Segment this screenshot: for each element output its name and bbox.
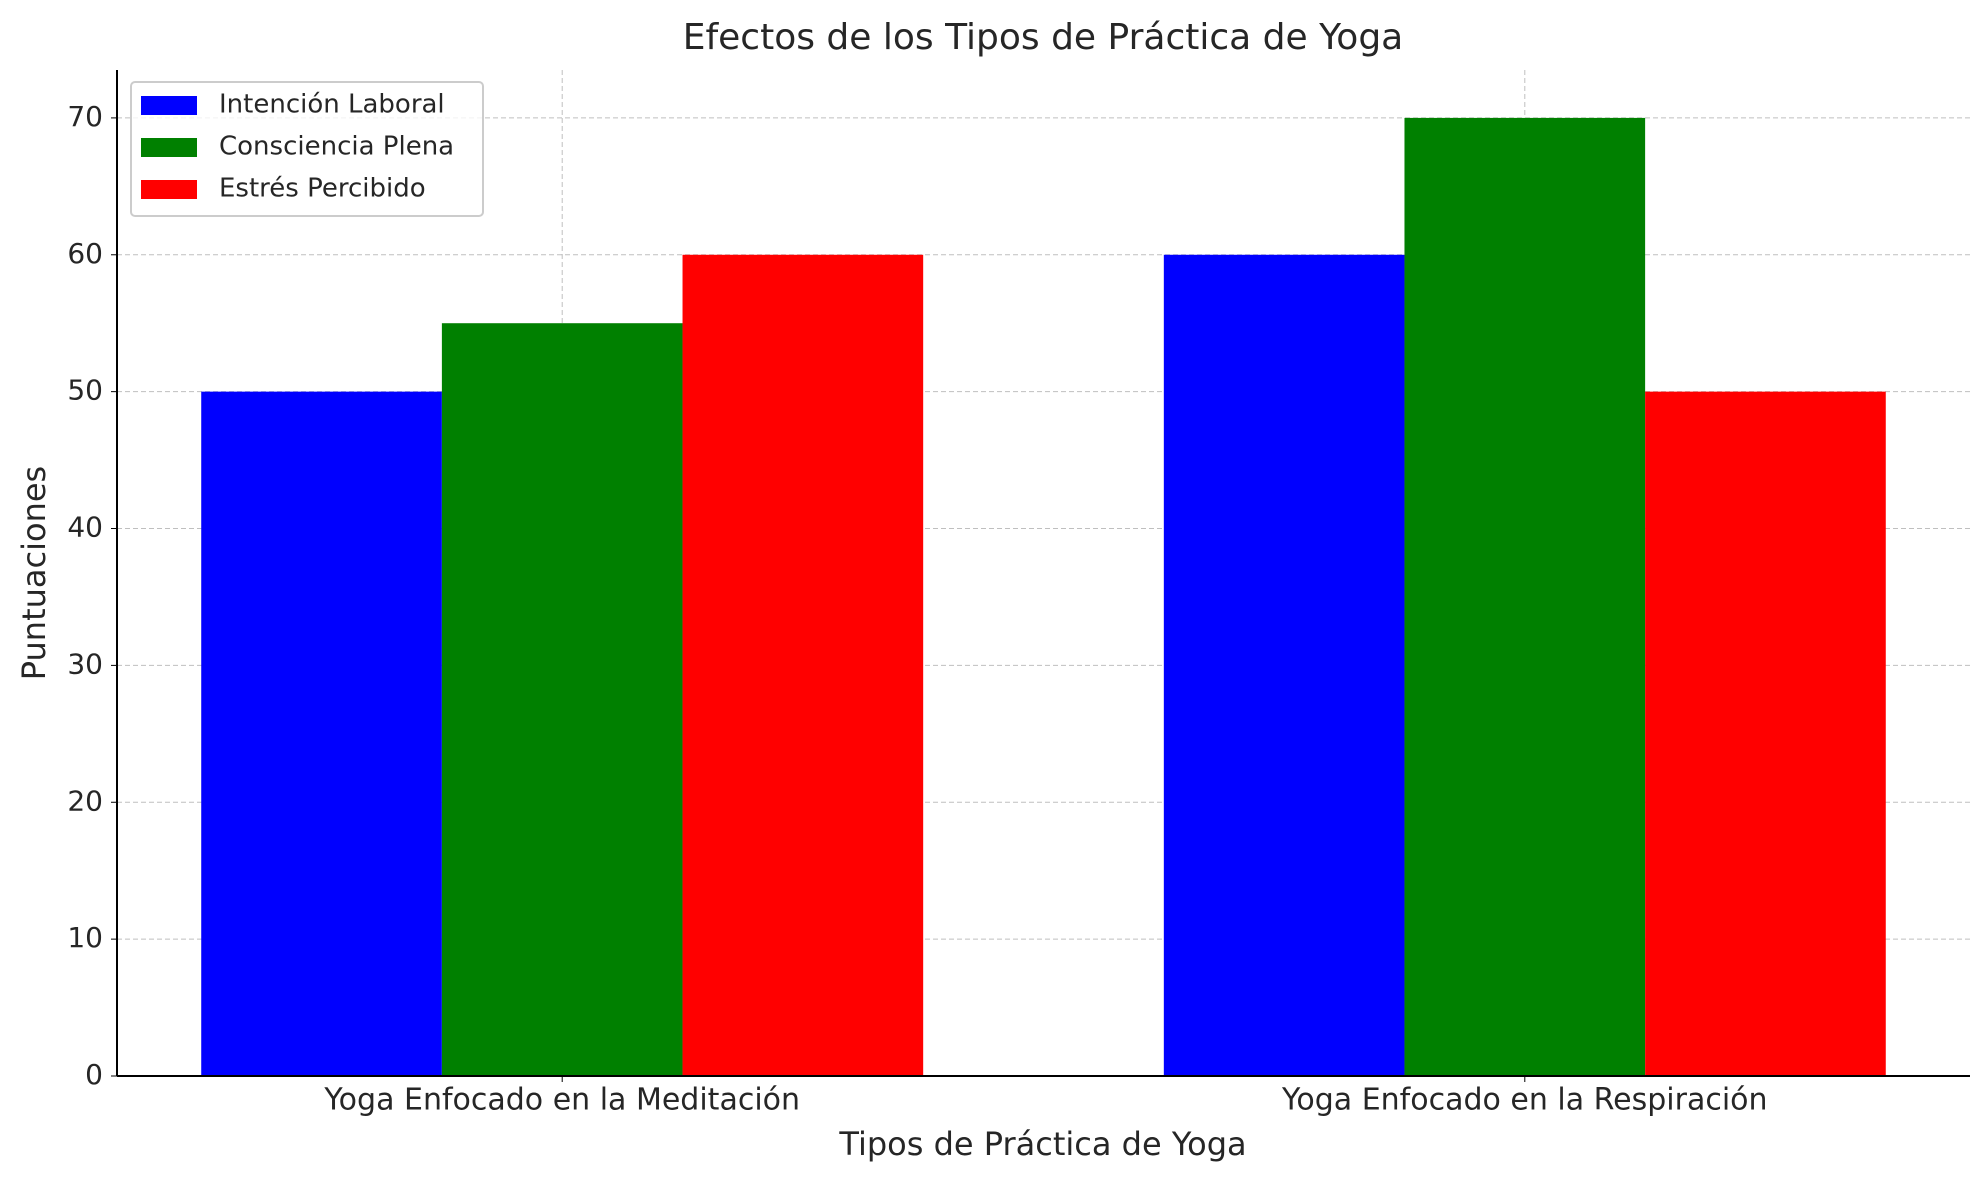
x-axis-label: Tipos de Práctica de Yoga: [838, 1125, 1246, 1163]
y-tick-label: 50: [67, 374, 103, 407]
y-tick-label: 30: [67, 647, 103, 680]
bar: [441, 323, 683, 1076]
y-tick-label: 10: [67, 921, 103, 954]
bar: [1645, 391, 1886, 1077]
legend-label: Intención Laboral: [219, 90, 445, 120]
legend-swatch: [141, 96, 197, 115]
bar: [1404, 117, 1646, 1076]
bar: [682, 254, 924, 1076]
y-axis-label: Puntuaciones: [15, 466, 53, 680]
y-tick-label: 40: [67, 511, 103, 544]
x-tick-label: Yoga Enfocado en la Meditación: [323, 1083, 800, 1118]
y-tick-label: 0: [85, 1058, 103, 1091]
y-tick-label: 60: [67, 237, 103, 270]
legend-swatch: [141, 138, 197, 157]
y-tick-label: 70: [67, 100, 103, 133]
y-tick-label: 20: [67, 784, 103, 817]
x-tick-label: Yoga Enfocado en la Respiración: [1281, 1083, 1768, 1118]
bar: [1163, 254, 1405, 1076]
legend-swatch: [141, 180, 197, 199]
chart-title: Efectos de los Tipos de Práctica de Yoga: [683, 17, 1404, 58]
legend-box: [130, 81, 484, 217]
bar: [201, 391, 442, 1077]
legend-label: Estrés Percibido: [219, 174, 426, 204]
legend-label: Consciencia Plena: [219, 132, 454, 162]
